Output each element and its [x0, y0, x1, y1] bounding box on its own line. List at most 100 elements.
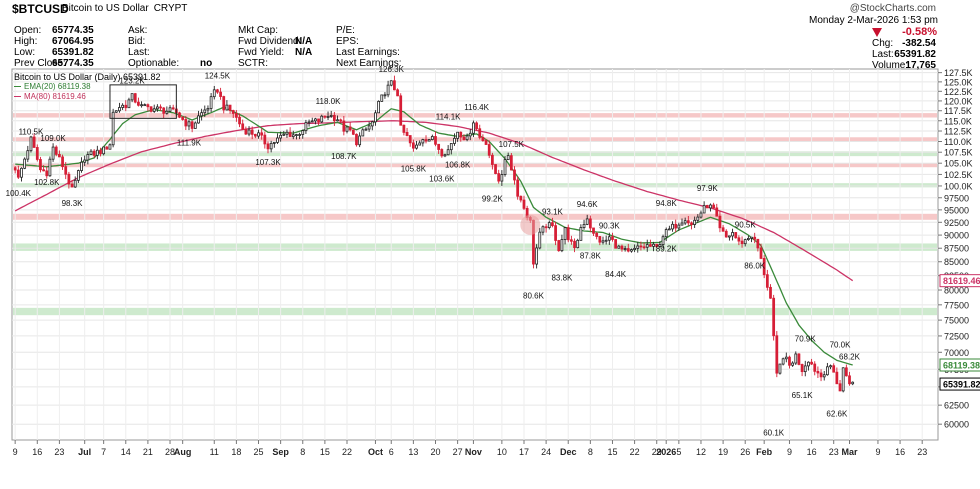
candle-body [35, 147, 39, 160]
candle-body [709, 204, 712, 209]
x-tick-label: 6 [389, 447, 394, 457]
candle-body [683, 220, 687, 224]
candle-body [361, 129, 365, 137]
candle-body [658, 244, 662, 248]
price-annotation: 124.5K [205, 72, 231, 81]
candle-body [304, 122, 308, 132]
x-tick-label: 8 [300, 447, 305, 457]
candle-body [522, 199, 526, 209]
candle-body [630, 249, 633, 252]
quote-field-0-0: Open: 65774.35 [14, 25, 94, 36]
candle-body [253, 133, 257, 137]
x-tick-label: 21 [143, 447, 153, 457]
candle-body [320, 115, 324, 123]
watermark: @StockCharts.com [849, 3, 936, 14]
candle-body [626, 248, 630, 252]
candle-body [200, 112, 204, 117]
quote-value: no [200, 58, 213, 69]
candle-body [462, 136, 466, 141]
candle-body [721, 227, 725, 232]
x-tick-label: 19 [718, 447, 728, 457]
y-tick-label: 72500 [944, 331, 969, 341]
y-tick-label: 85000 [944, 257, 969, 267]
support-resistance-band [13, 137, 937, 142]
price-annotation: 90.5K [735, 221, 757, 230]
candle-body [848, 375, 851, 385]
price-annotation: 68.2K [839, 352, 861, 361]
y-tick-label: 90000 [944, 231, 969, 241]
y-tick-label: 120.0K [944, 96, 973, 106]
candle-body [487, 144, 491, 156]
candle-body [326, 116, 330, 118]
quote-label: SCTR: [238, 58, 268, 69]
candle-body [42, 169, 45, 172]
quote-field-2-2: Fwd Yield: N/A [238, 47, 312, 58]
quote-label: Bid: [128, 36, 146, 47]
y-tick-label: 102.5K [944, 170, 973, 180]
candle-body [712, 204, 715, 209]
candle-body [159, 106, 162, 109]
candle-body [765, 274, 769, 288]
candle-body [121, 104, 124, 108]
candle-body [323, 115, 327, 118]
candle-body [595, 232, 599, 237]
y-tick-label: 60000 [944, 420, 969, 430]
quote-value: -382.54 [902, 38, 936, 49]
support-resistance-band [13, 183, 937, 188]
price-annotation: 93.1K [542, 207, 564, 216]
candle-body [547, 222, 551, 228]
price-annotation: 65.1K [792, 391, 814, 400]
x-tick-label: Oct [368, 447, 383, 457]
axis-value-tag-label: 81619.46 [943, 276, 980, 286]
y-tick-label: 122.5K [944, 87, 973, 97]
candle-body [276, 137, 279, 143]
candle-body [642, 246, 646, 249]
candle-body [772, 297, 776, 337]
candle-body [127, 99, 131, 109]
x-tick-label: 9 [875, 447, 880, 457]
quote-field-1-1: Bid: [128, 36, 145, 47]
axis-value-tag [939, 274, 980, 288]
quote-field-2-3: SCTR: [238, 58, 268, 69]
candle-body [822, 374, 826, 378]
x-tick-label: 28 [165, 447, 175, 457]
candle-body [623, 248, 627, 250]
candle-body [807, 361, 810, 367]
quote-label: P/E: [336, 25, 355, 36]
name-text: Bitcoin to US Dollar [62, 3, 149, 14]
candle-body [54, 146, 58, 155]
candle-body [396, 89, 399, 97]
axis-value-tag [939, 377, 980, 391]
candle-body [851, 381, 855, 385]
candle-body [133, 93, 137, 103]
candle-body [481, 136, 485, 141]
candle-body [551, 222, 554, 227]
candle-body [484, 140, 488, 145]
price-annotation: 84.4K [605, 270, 627, 279]
candle-body [541, 226, 545, 233]
candle-body [544, 226, 548, 229]
quote-field-2-1: Fwd Dividend: N/A [238, 36, 312, 47]
candle-body [607, 236, 611, 241]
candle-body [841, 367, 845, 392]
x-tick-label: 15 [320, 447, 330, 457]
candle-body [197, 115, 200, 124]
candle-body [652, 243, 655, 247]
price-annotation: 126.3K [379, 65, 405, 74]
candle-body [149, 106, 153, 112]
candle-body [832, 365, 836, 373]
candle-body [639, 245, 643, 248]
quote-label: High: [14, 36, 38, 47]
candle-body [51, 146, 55, 160]
candle-body [693, 219, 697, 225]
candle-body [762, 258, 766, 276]
candle-body [118, 107, 121, 112]
candle-body [509, 155, 513, 171]
candle-body [519, 195, 523, 201]
candle-body [655, 243, 659, 248]
candle-body [184, 119, 188, 127]
x-tick-label: 16 [807, 447, 817, 457]
x-tick-label: 7 [101, 447, 106, 457]
x-tick-label: 27 [453, 447, 463, 457]
